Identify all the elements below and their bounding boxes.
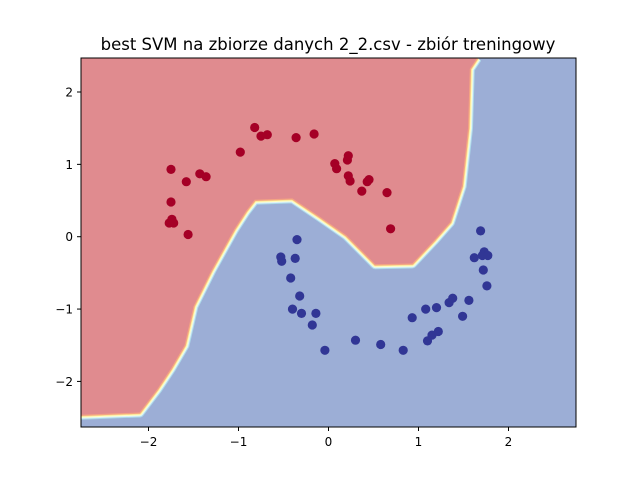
data-points: [164, 122, 493, 355]
y-tick-label: 2: [65, 86, 73, 100]
x-tick-label: 0: [325, 435, 333, 449]
point-class-red: [201, 172, 211, 182]
point-class-red: [235, 147, 245, 157]
point-class-blue: [307, 320, 317, 330]
x-tick-label: −2: [140, 435, 158, 449]
point-class-blue: [464, 295, 474, 305]
x-tick-label: 1: [415, 435, 423, 449]
point-class-red: [382, 188, 392, 198]
x-tick-label: −1: [230, 435, 248, 449]
point-class-red: [345, 176, 355, 186]
point-class-blue: [469, 253, 479, 263]
point-class-red: [262, 130, 272, 140]
point-class-blue: [483, 250, 493, 261]
y-tick-label: −2: [55, 375, 73, 389]
point-class-blue: [376, 339, 386, 350]
point-class-red: [332, 164, 342, 174]
point-class-red: [362, 177, 372, 187]
y-tick-label: 0: [65, 230, 73, 244]
chart-title: best SVM na zbiorze danych 2_2.csv - zbi…: [101, 35, 556, 55]
point-class-red: [250, 122, 260, 133]
point-class-red: [166, 164, 176, 174]
point-class-blue: [287, 304, 298, 314]
point-class-red: [342, 155, 352, 165]
point-class-blue: [292, 235, 302, 245]
point-class-blue: [277, 256, 287, 266]
point-class-blue: [458, 311, 468, 321]
point-class-blue: [482, 281, 492, 291]
point-class-red: [181, 177, 191, 187]
point-class-blue: [286, 273, 296, 283]
point-class-blue: [295, 291, 305, 301]
point-class-blue: [421, 304, 431, 314]
point-class-red: [357, 186, 367, 196]
point-class-red: [183, 229, 193, 240]
point-class-red: [166, 197, 176, 207]
region-red: [81, 58, 477, 415]
y-tick-label: −1: [55, 303, 73, 317]
point-class-blue: [448, 293, 458, 303]
y-tick-label: 1: [65, 158, 73, 172]
point-class-blue: [350, 335, 361, 345]
point-class-blue: [407, 313, 417, 323]
point-class-blue: [433, 326, 443, 337]
point-class-blue: [398, 345, 408, 355]
point-class-blue: [431, 303, 442, 313]
point-class-red: [291, 133, 301, 143]
x-axis-ticks: −2 −1 0 1 2: [140, 427, 513, 449]
y-axis-ticks: −2 −1 0 1 2: [55, 86, 81, 389]
point-class-red: [309, 129, 319, 139]
plot-area: [81, 58, 576, 427]
point-class-blue: [320, 345, 330, 355]
point-class-blue: [290, 253, 300, 263]
point-class-blue: [311, 308, 321, 318]
point-class-red: [386, 224, 396, 234]
point-class-blue: [478, 265, 488, 275]
point-class-red: [169, 218, 179, 228]
point-class-blue: [296, 308, 307, 318]
x-tick-label: 2: [505, 435, 513, 449]
point-class-blue: [476, 226, 486, 236]
